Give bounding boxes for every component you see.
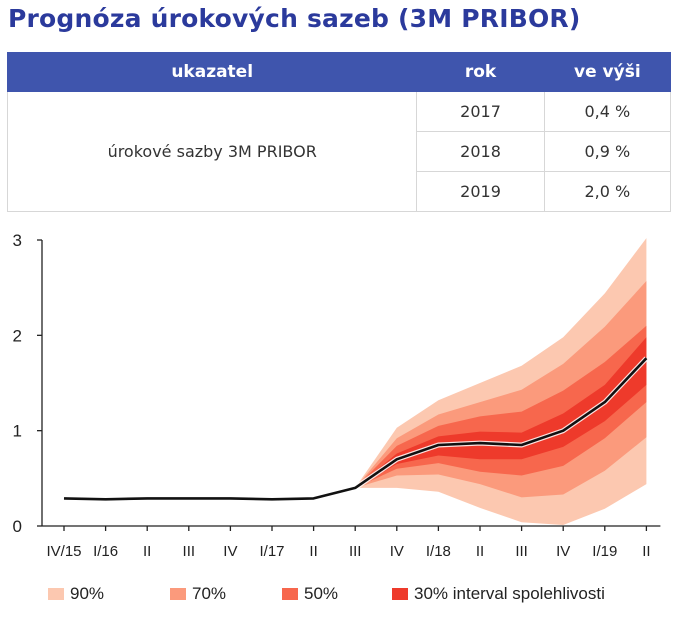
y-tick-label: 3 xyxy=(13,231,22,250)
baseline-series xyxy=(63,356,649,502)
year-cell: 2017 xyxy=(416,91,545,132)
legend-swatch-70 xyxy=(170,588,186,600)
legend-item-50: 50% xyxy=(282,582,338,606)
legend-swatch-30 xyxy=(392,588,408,600)
x-tick-label: II xyxy=(143,543,151,560)
table-row: úrokové sazby 3M PRIBOR 2017 0,4 % xyxy=(6,91,672,212)
table-row: 2018 0,9 % xyxy=(8,131,672,172)
y-tick-label: 1 xyxy=(13,422,22,441)
legend-label-70: 70% xyxy=(192,584,227,603)
x-tick-label: III xyxy=(349,543,362,560)
x-tick-label: III xyxy=(183,543,196,560)
column-header-indicator: ukazatel xyxy=(6,52,418,92)
value-cell: 2,0 % xyxy=(543,171,672,212)
legend-label-90: 90% xyxy=(70,584,105,603)
value-cell: 0,9 % xyxy=(543,131,672,172)
y-tick-label: 2 xyxy=(13,326,22,345)
legend-item-30: 30% interval spolehlivosti xyxy=(392,582,605,606)
year-cell: 2018 xyxy=(416,131,545,172)
x-tick-label: I/19 xyxy=(592,543,617,560)
x-tick-label: II xyxy=(642,543,650,560)
x-tick-label: IV xyxy=(556,543,570,560)
x-tick-label: II xyxy=(309,543,317,560)
x-tick-label: II xyxy=(476,543,484,560)
x-tick-label: IV xyxy=(223,543,237,560)
indicator-cell: úrokové sazby 3M PRIBOR xyxy=(6,91,418,212)
x-tick-label: I/16 xyxy=(93,543,118,560)
value-cell: 0,4 % xyxy=(543,91,672,132)
page-title: Prognóza úrokových sazeb (3M PRIBOR) xyxy=(8,4,581,33)
x-tick-label: I/17 xyxy=(259,543,284,560)
table-row: 2019 2,0 % xyxy=(8,171,672,212)
legend-swatch-90 xyxy=(48,588,64,600)
legend-label-30: 30% interval spolehlivosti xyxy=(414,584,605,603)
column-header-year: rok xyxy=(416,52,545,92)
x-tick-label: III xyxy=(515,543,528,560)
table-header-row: ukazatel rok ve výši xyxy=(6,52,672,92)
x-tick-label: IV/15 xyxy=(46,543,81,560)
legend-swatch-50 xyxy=(282,588,298,600)
fan-bands xyxy=(355,238,647,525)
legend-item-70: 70% xyxy=(170,582,226,606)
x-tick-label: IV xyxy=(390,543,404,560)
x-tick-label: I/18 xyxy=(426,543,451,560)
legend: 90% 70% 50% 30% interval spolehlivosti xyxy=(20,582,680,606)
chart-axes xyxy=(41,240,661,527)
forecast-table: ukazatel rok ve výši úrokové sazby 3M PR… xyxy=(6,52,672,212)
y-tick-label: 0 xyxy=(13,517,22,536)
legend-label-50: 50% xyxy=(304,584,339,603)
legend-item-90: 90% xyxy=(48,582,104,606)
year-cell: 2019 xyxy=(416,171,545,212)
column-header-value: ve výši xyxy=(543,52,672,92)
